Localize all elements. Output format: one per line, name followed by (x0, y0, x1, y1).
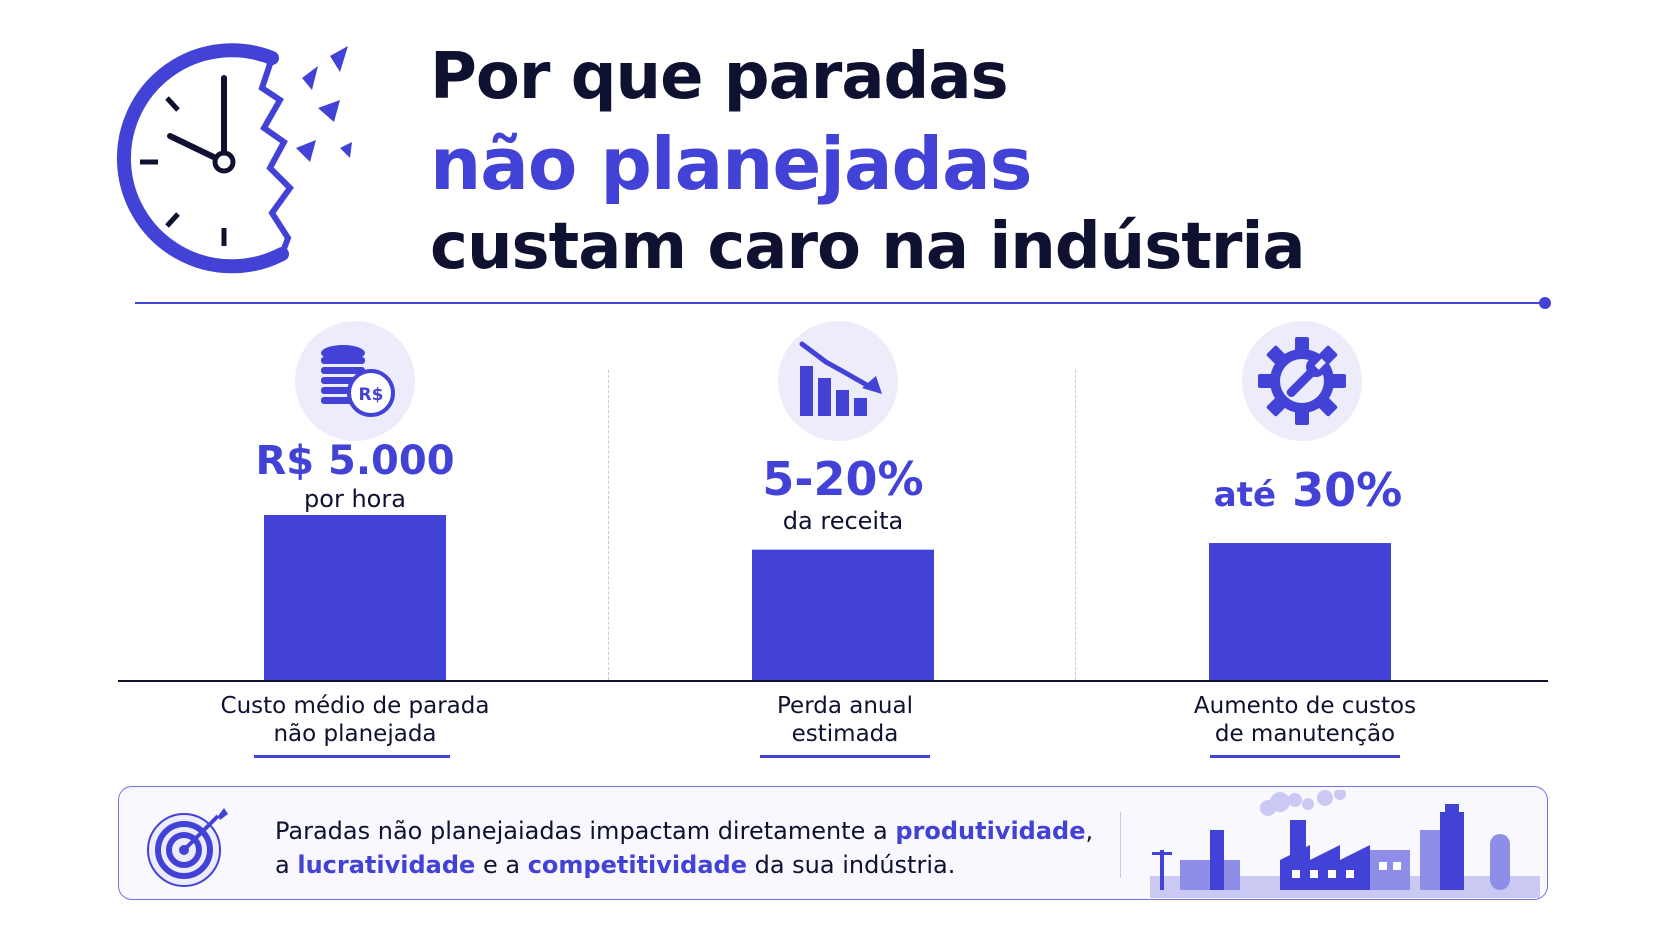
category-label-2: Perda anual estimada (675, 692, 1015, 748)
broken-clock-icon (116, 43, 352, 274)
bar-value-label-1: R$ 5.000 (255, 438, 455, 484)
summary-line-1: Paradas não planejaiadas impactam direta… (275, 814, 1093, 848)
bar-3 (1209, 543, 1391, 680)
bar-value-label-2: 5-20% (762, 452, 924, 506)
coins-real-icon: R$ (321, 345, 395, 417)
svg-text:R$: R$ (359, 385, 384, 405)
bar-value-number-3: 30% (1292, 463, 1403, 517)
category-label-2-line2: estimada (791, 721, 899, 747)
bar-sub-label-1: por hora (304, 485, 406, 513)
highlight-produtividade: produtividade (895, 817, 1086, 845)
header-divider-dot (1539, 297, 1551, 309)
bar-1 (264, 515, 446, 680)
category-label-3-line1: Aumento de custos (1193, 693, 1417, 719)
category-underline-2 (760, 755, 930, 758)
summary-text: Paradas não planejaiadas impactam direta… (275, 814, 1093, 882)
highlight-lucratividade: lucratividade (297, 851, 476, 879)
category-label-1-line2: não planejada (273, 721, 437, 747)
summary-text-3: a (275, 851, 298, 879)
summary-text-4: e a (475, 851, 528, 879)
highlight-competitividade: competitividade (527, 851, 747, 879)
bar-2 (752, 549, 934, 680)
category-underline-1 (254, 755, 450, 758)
header-divider (135, 302, 1545, 304)
title-line-3: custam caro na indústria (430, 210, 1306, 284)
category-label-1: Custo médio de parada não planejada (185, 692, 525, 748)
bar-value-prefix-3: até (1213, 475, 1277, 515)
target-arrow-icon (147, 808, 228, 887)
factory-skyline-icon (1150, 790, 1540, 898)
category-underline-3 (1210, 755, 1400, 758)
title-line-1: Por que paradas (430, 40, 1009, 114)
summary-text-5: da sua indústria. (746, 851, 956, 879)
summary-text-1: Paradas não planejaiadas impactam direta… (275, 817, 896, 845)
category-label-1-line1: Custo médio de parada (220, 693, 490, 719)
title-line-2-highlight: não planejadas (430, 122, 1033, 206)
category-label-2-line1: Perda anual (777, 693, 913, 719)
summary-text-2: , (1085, 817, 1094, 845)
summary-line-2: a lucratividade e a competitividade da s… (275, 848, 1093, 882)
declining-bar-chart-icon (799, 341, 882, 416)
panel-divider (1120, 812, 1121, 878)
chart-icon-bg (778, 321, 898, 441)
gear-wrench-icon (1258, 337, 1346, 425)
category-label-3: Aumento de custos de manutenção (1135, 692, 1475, 748)
bar-sub-label-2: da receita (782, 507, 904, 535)
column-separator (1075, 370, 1076, 680)
bar-value-label-3: até 30% (1158, 463, 1458, 517)
category-label-3-line2: de manutenção (1214, 721, 1396, 747)
column-separator (608, 370, 609, 680)
